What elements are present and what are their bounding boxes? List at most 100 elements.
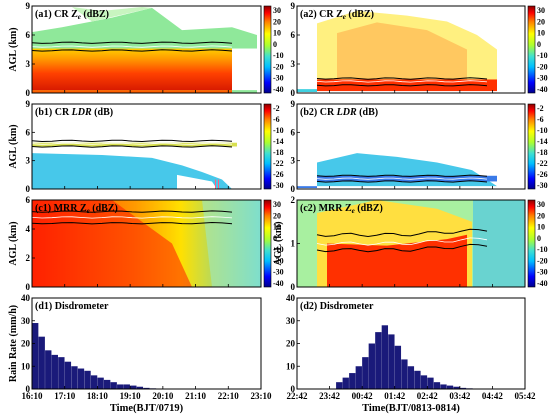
layer-line (316, 180, 488, 183)
rain-rate-bar (71, 366, 78, 389)
rain-rate-bar (38, 336, 45, 389)
rain-rate-bar (117, 384, 124, 389)
y-tick-label: 9 (26, 99, 31, 109)
x-tick-label: 21:10 (185, 391, 206, 401)
rain-region (32, 200, 192, 287)
colorbar-tick-label: -18 (273, 148, 284, 157)
y-tick-label: 9 (26, 1, 31, 11)
colorbar-tick-label: 30 (273, 200, 281, 209)
y-tick-label: 40 (21, 293, 31, 303)
panel-title-unit: (dBZ) (81, 9, 109, 20)
colorbar-tick-label: -30 (537, 181, 548, 190)
y-tick-label: 10 (21, 361, 31, 371)
rain-rate-bar (90, 375, 98, 389)
colorbar-tick-label: -6 (273, 115, 280, 124)
y-tick-label: 0 (26, 88, 31, 98)
panel-title-unit: (dBZ) (346, 9, 374, 20)
colorbar-tick-label: -40 (537, 85, 548, 94)
y-tick-label: 9 (291, 99, 296, 109)
colorbar-tick-label: -26 (273, 170, 284, 179)
rain-rate-bar (433, 382, 441, 389)
colorbar-a2 (527, 5, 536, 94)
layer-line (316, 174, 488, 177)
x-tick-label: 19:10 (120, 391, 141, 401)
y-tick-label: 2 (26, 253, 31, 263)
x-tick-label: 22:10 (218, 391, 239, 401)
colorbar-tick-label: -40 (537, 279, 548, 288)
rain-rate-bar (77, 368, 85, 389)
heatmap-field-b2 (297, 153, 497, 189)
panel-title-main: (c1) MRR Z (35, 203, 87, 214)
y-tick-label: 6 (291, 127, 296, 137)
y-tick-label: 0 (26, 184, 31, 194)
colorbar-tick-label: 30 (537, 6, 545, 15)
colorbar-tick-label: -10 (273, 126, 284, 135)
colorbar-tick-label: 10 (273, 223, 281, 232)
clear-region (177, 174, 217, 189)
layer-line (31, 216, 233, 219)
colorbar-tick-label: -10 (273, 245, 284, 254)
y-tick-label: 3 (26, 156, 31, 166)
clear-region (232, 48, 257, 91)
colorbar-tick-label: -40 (273, 85, 284, 94)
cloud-region (337, 22, 467, 82)
axes-frame (31, 199, 262, 288)
rain-rate-bar (58, 357, 65, 389)
axes-frame (31, 5, 262, 94)
rain-rate-bar (407, 366, 415, 389)
ldr-region (215, 179, 216, 189)
y-axis-label: AGL (km) (273, 221, 284, 265)
layer-line (316, 177, 488, 180)
rain-rate-bar (342, 377, 349, 389)
panel-title-main: (c2) MRR Z (300, 203, 352, 214)
rain-rate-bar (123, 384, 130, 389)
colorbar-b1 (263, 103, 272, 190)
panel-title-sub: e (78, 13, 81, 21)
layer-line (31, 49, 233, 52)
x-tick-label: 03:42 (449, 391, 470, 401)
y-tick-label: 0 (291, 184, 296, 194)
y-axis-label: AGL (km) (8, 124, 19, 168)
colorbar-tick-label: -30 (537, 74, 548, 83)
colorbar-tick-label: -14 (273, 137, 284, 146)
rain-rate-bar (136, 386, 144, 389)
rain-region (32, 90, 232, 93)
colorbar-tick-label: 20 (537, 17, 545, 26)
panel-title-italic: LDR (71, 107, 92, 118)
y-tick-label: 6 (291, 30, 296, 40)
colorbar-tick-label: -10 (537, 126, 548, 135)
y-tick-label: 2 (291, 195, 296, 205)
panel-title-main: (d2) Disdrometer (300, 301, 374, 312)
rain-rate-bar (32, 323, 39, 389)
y-axis-label: Rain Rate (mm/h) (8, 305, 19, 382)
axes-frame (31, 103, 262, 190)
y-tick-label: 3 (291, 59, 296, 69)
x-tick-label: 00:42 (352, 391, 373, 401)
colorbar-tick-label: 20 (273, 211, 281, 220)
colorbar-tick-label: -20 (273, 62, 284, 71)
colorbar-tick-label: -18 (537, 148, 548, 157)
rain-rate-bar (459, 387, 467, 389)
panel-title: (c1) MRR Ze (dBZ) (35, 203, 118, 215)
y-tick-label: 30 (286, 316, 296, 326)
colorbar-tick-label: 0 (273, 40, 277, 49)
rain-rate-bar (130, 385, 137, 389)
colorbar-tick-label: 30 (537, 200, 545, 209)
panel-title: (d1) Disdrometer (35, 301, 109, 312)
colorbar-tick-label: -10 (537, 245, 548, 254)
rain-rate-bar (349, 373, 356, 389)
panel-title: (b1) CR LDR (dB) (35, 107, 113, 118)
layer-line (316, 80, 488, 83)
colorbar-tick-label: -14 (537, 137, 548, 146)
panel-title-italic: LDR (336, 107, 357, 118)
layer-line (31, 41, 233, 44)
panel-title-main: (a1) CR Z (35, 9, 78, 20)
rain-region (32, 48, 232, 91)
panel-title: (a1) CR Ze (dBZ) (35, 9, 109, 21)
colorbar-tick-label: -6 (537, 115, 544, 124)
panel-title-sub: e (352, 207, 355, 215)
y-tick-label: 3 (26, 59, 31, 69)
colorbar-b2 (527, 103, 536, 190)
rain-rate-bar (51, 354, 58, 389)
rain-rate-bar (427, 377, 434, 389)
